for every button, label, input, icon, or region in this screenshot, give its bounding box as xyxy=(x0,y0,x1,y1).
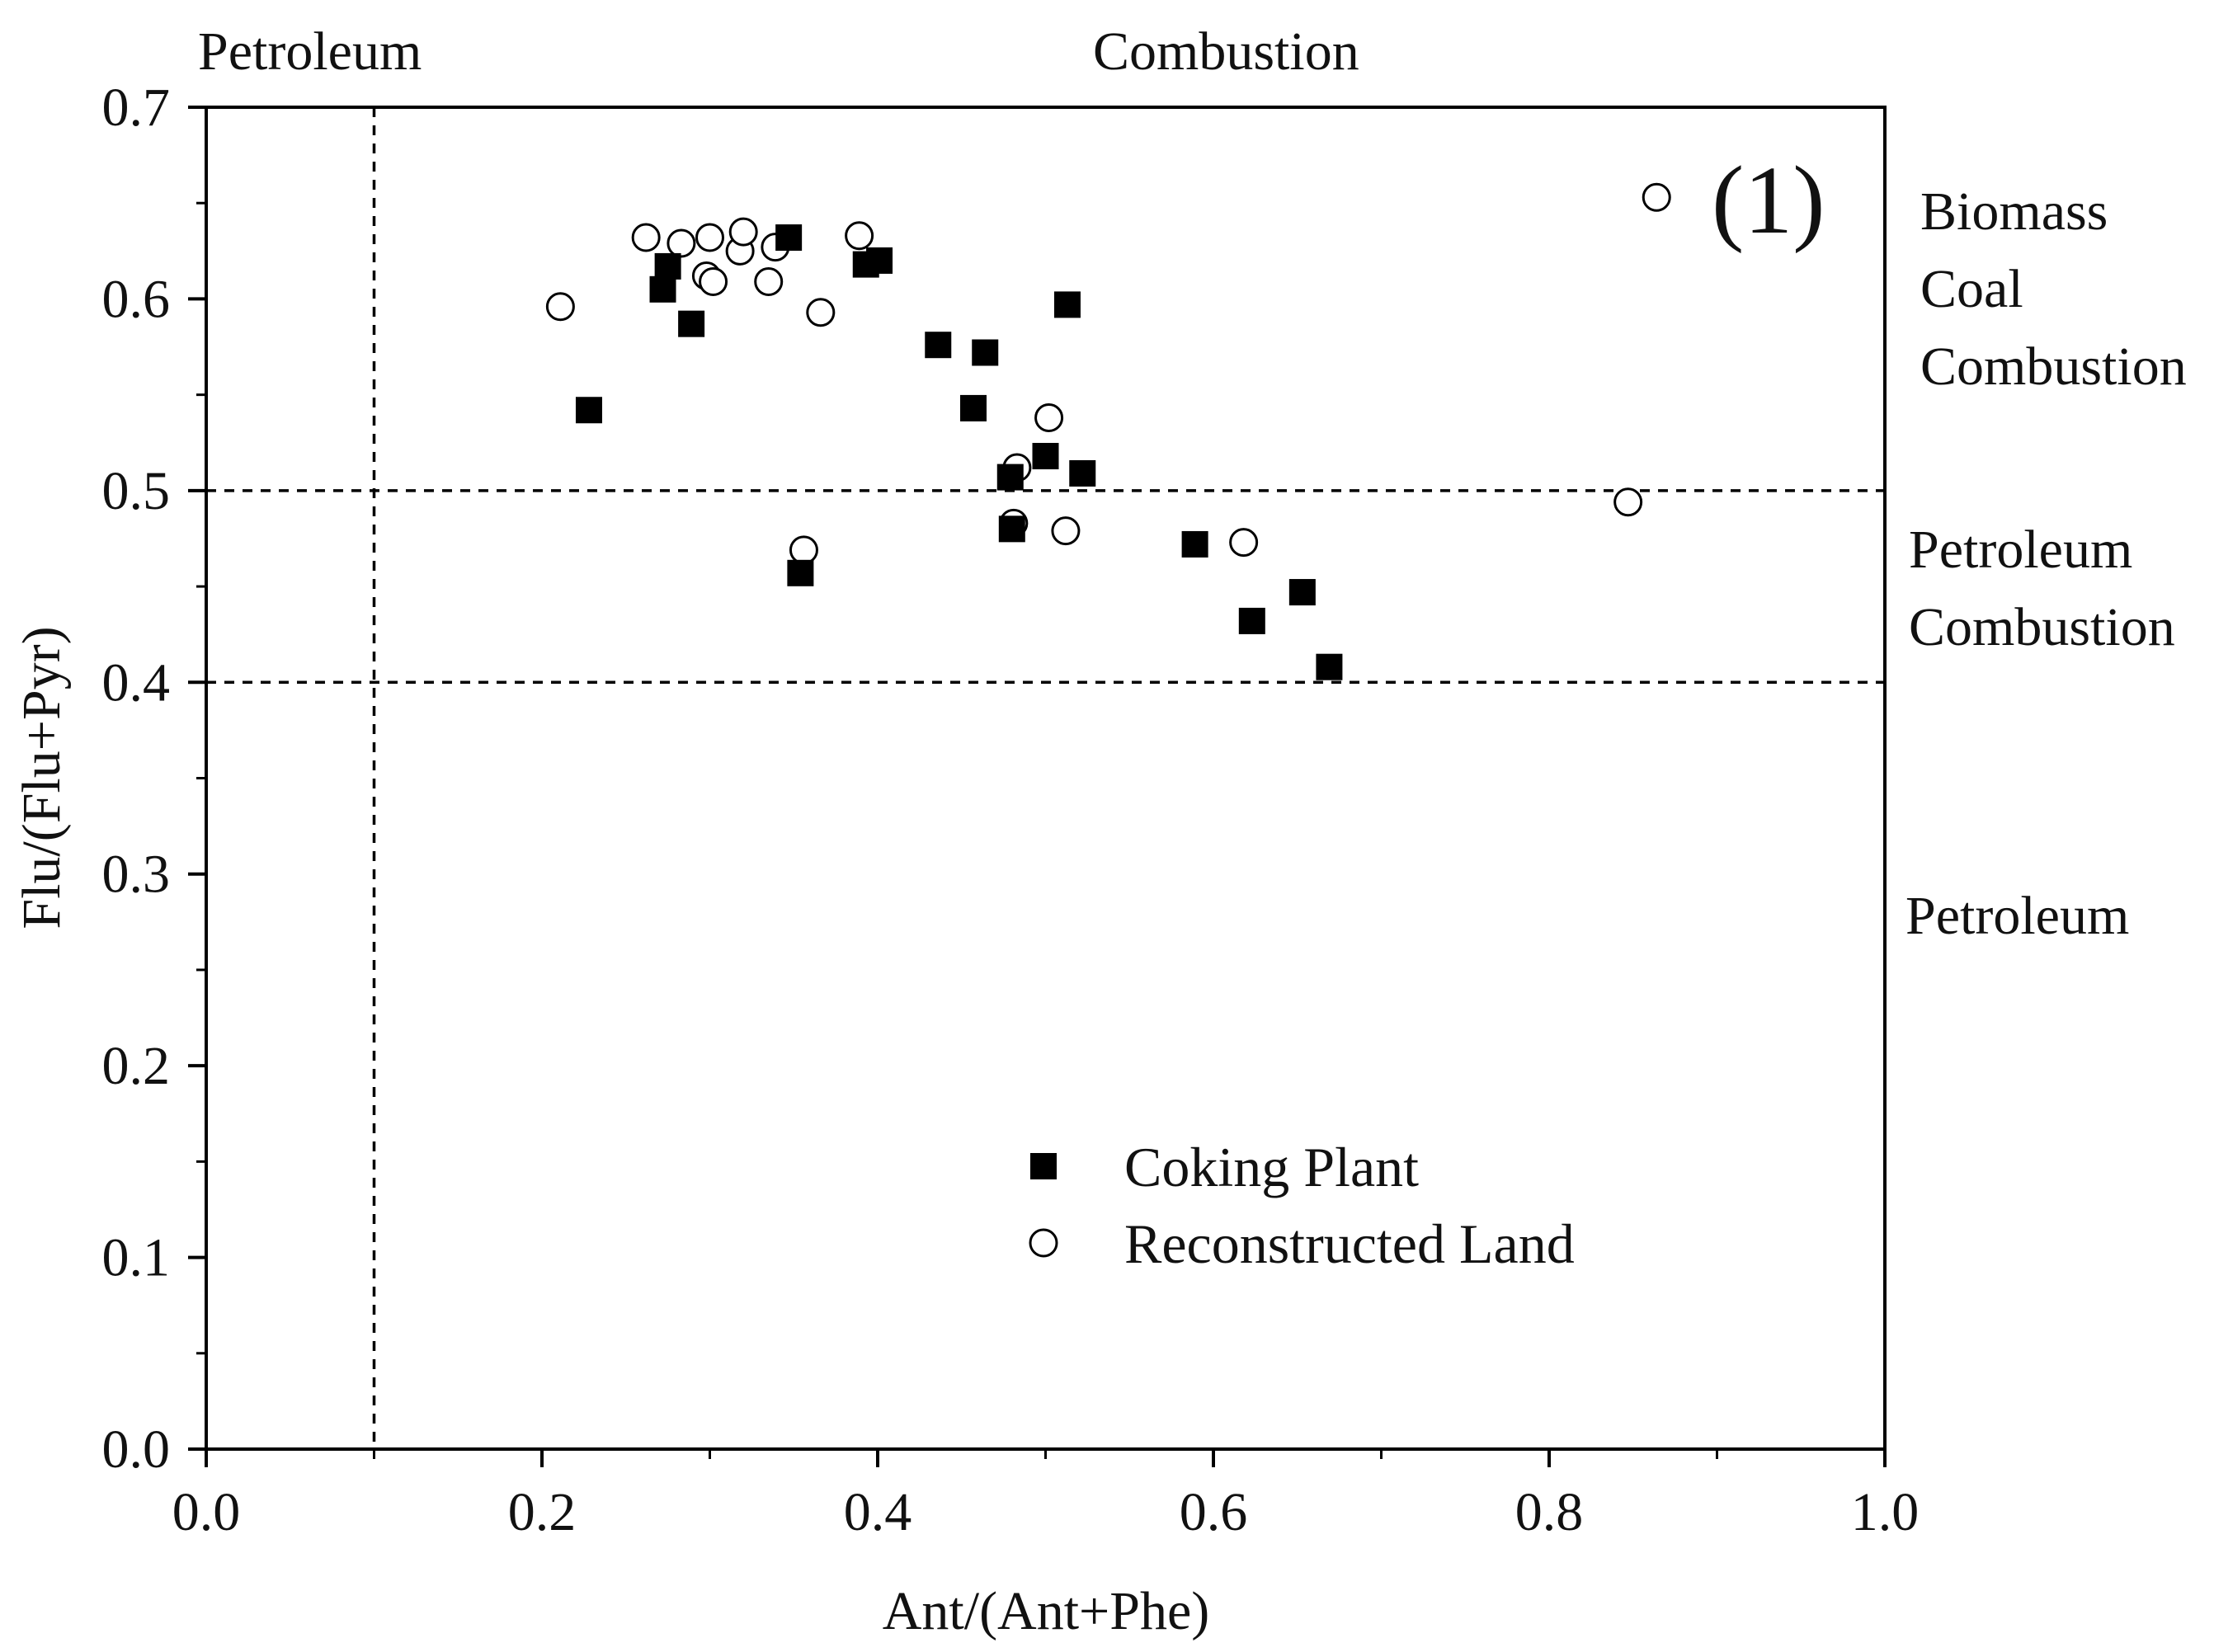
reconstructed-land-point xyxy=(845,221,874,251)
y-tick-label: 0.4 xyxy=(102,652,171,713)
reconstructed-land-point xyxy=(806,298,836,327)
axis-tick-labels: 0.0 0.2 0.4 0.6 0.8 1.0 0.0 0.1 0.2 0.3 0.4 0.5 0.6 0… xyxy=(102,78,1920,1542)
coking-plant-point xyxy=(972,339,999,366)
coking-plant-point xyxy=(1032,443,1059,470)
y-tick-label: 0.2 xyxy=(102,1036,171,1096)
x-tick-label: 0.8 xyxy=(1515,1482,1584,1542)
y-tick-label: 0.6 xyxy=(102,269,171,329)
legend-label-coking-plant: Coking Plant xyxy=(1124,1136,1419,1198)
y-tick-label: 0.5 xyxy=(102,461,171,521)
threshold-lines xyxy=(206,107,1885,1449)
reconstructed-land-point xyxy=(1642,182,1671,212)
region-label-petroleum-combustion: Combustion xyxy=(1909,597,2175,657)
region-label-biomass: Biomass xyxy=(1920,181,2108,242)
y-tick-label: 0.0 xyxy=(102,1419,171,1480)
region-label-combustion-top: Combustion xyxy=(1093,21,1359,82)
coking-plant-point xyxy=(866,247,893,274)
y-tick-label: 0.3 xyxy=(102,845,171,905)
reconstructed-land-point xyxy=(1034,403,1064,433)
panel-label: (1) xyxy=(1712,146,1825,254)
reconstructed-land-point xyxy=(545,292,575,322)
region-label-coal-combustion: Combustion xyxy=(1920,337,2187,397)
y-tick-label: 0.1 xyxy=(102,1228,171,1288)
legend-marker-coking-plant xyxy=(1030,1153,1057,1179)
reconstructed-land-point xyxy=(695,223,724,252)
coking-plant-point xyxy=(787,559,814,586)
reconstructed-land-point xyxy=(699,267,728,297)
coking-plant-point xyxy=(1316,653,1343,680)
y-axis-title: Flu/(Flu+Pyr) xyxy=(12,626,72,929)
reconstructed-land-point xyxy=(631,223,661,252)
coking-plant-point xyxy=(775,224,803,252)
reconstructed-land-point xyxy=(1613,487,1643,517)
coking-plant-point xyxy=(1238,607,1265,634)
coking-plant-point xyxy=(1053,291,1081,318)
x-tick-label: 0.4 xyxy=(844,1482,912,1542)
data-points xyxy=(545,182,1671,680)
legend: Coking Plant Reconstructed Land xyxy=(1029,1136,1575,1275)
region-label-petroleum-middle: Petroleum xyxy=(1909,520,2132,580)
coking-plant-point xyxy=(959,394,987,421)
x-tick-label: 1.0 xyxy=(1851,1482,1920,1542)
coking-plant-point xyxy=(678,310,705,337)
coking-plant-point xyxy=(925,332,952,359)
x-tick-label: 0.6 xyxy=(1180,1482,1248,1542)
region-label-petroleum-top: Petroleum xyxy=(198,21,422,82)
x-tick-label: 0.2 xyxy=(508,1482,577,1542)
coking-plant-point xyxy=(654,252,681,280)
region-label-petroleum-lower: Petroleum xyxy=(1905,886,2129,946)
coking-plant-point xyxy=(996,464,1024,491)
coking-plant-point xyxy=(575,397,602,424)
x-tick-label: 0.0 xyxy=(172,1482,241,1542)
coking-plant-point xyxy=(1288,579,1316,606)
y-tick-label: 0.7 xyxy=(102,78,171,138)
coking-plant-point xyxy=(998,515,1025,543)
reconstructed-land-point xyxy=(728,217,758,247)
coking-plant-point xyxy=(1069,459,1096,487)
legend-marker-reconstructed-land xyxy=(1029,1228,1058,1258)
coking-plant-point xyxy=(649,275,676,303)
reconstructed-land-point xyxy=(667,228,696,258)
x-axis-title: Ant/(Ant+Phe) xyxy=(883,1581,1210,1641)
coking-plant-point xyxy=(1181,530,1208,558)
axis-ticks xyxy=(188,106,1887,1467)
legend-label-reconstructed-land: Reconstructed Land xyxy=(1124,1212,1575,1275)
reconstructed-land-point xyxy=(789,535,818,565)
region-label-coal: Coal xyxy=(1920,259,2023,319)
reconstructed-land-point xyxy=(754,267,784,297)
reconstructed-land-point xyxy=(1051,516,1081,546)
reconstructed-land-point xyxy=(1229,528,1259,558)
